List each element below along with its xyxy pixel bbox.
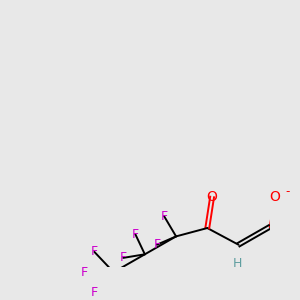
Text: Ba: Ba	[298, 158, 300, 172]
Text: F: F	[120, 251, 127, 264]
Text: O: O	[207, 190, 218, 204]
Text: F: F	[132, 227, 139, 241]
Text: -: -	[285, 184, 290, 197]
Text: H: H	[232, 257, 242, 270]
Text: O: O	[269, 190, 280, 204]
Text: F: F	[81, 266, 88, 279]
Text: F: F	[160, 210, 168, 223]
Text: F: F	[91, 286, 98, 299]
Text: F: F	[153, 238, 161, 251]
Text: F: F	[91, 245, 98, 258]
